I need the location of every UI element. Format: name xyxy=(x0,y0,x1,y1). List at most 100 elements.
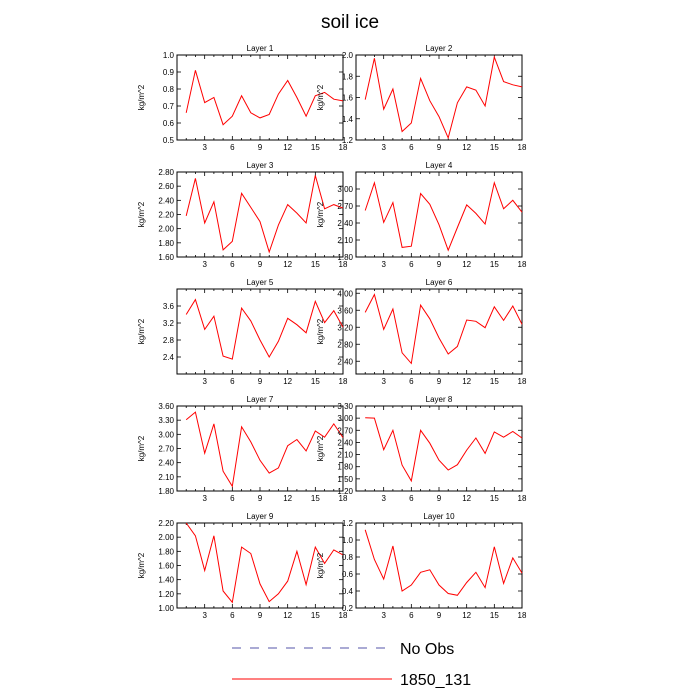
y-tick-label: 1.60 xyxy=(158,253,174,262)
x-tick-label: 6 xyxy=(409,377,414,386)
y-tick-label: 2.00 xyxy=(158,225,174,234)
y-tick-label: 2.0 xyxy=(342,51,354,60)
y-tick-label: 1.40 xyxy=(158,576,174,585)
x-tick-label: 12 xyxy=(283,377,292,386)
y-tick-label: 0.5 xyxy=(163,136,175,145)
y-tick-label: 3.6 xyxy=(163,302,175,311)
y-tick-label: 2.40 xyxy=(337,219,353,228)
plot-frame xyxy=(355,171,523,258)
x-tick-label: 9 xyxy=(258,611,263,620)
plot-frame xyxy=(355,522,523,609)
series-line-1850_131 xyxy=(365,417,523,483)
y-tick-label: 2.60 xyxy=(158,182,174,191)
x-tick-label: 12 xyxy=(283,611,292,620)
x-tick-label: 18 xyxy=(518,611,527,620)
y-tick-label: 0.2 xyxy=(342,604,354,613)
y-tick-label: 2.40 xyxy=(337,357,353,366)
panel-title: Layer 2 xyxy=(426,44,453,53)
x-tick-label: 15 xyxy=(490,494,499,503)
panel-layer-2: Layer 23 6 9 12 15 181.21.41.61.82.0kg/m^2 xyxy=(316,44,527,152)
panel-title: Layer 7 xyxy=(247,395,274,404)
series-line-1850_131 xyxy=(364,180,523,252)
x-tick-label: 12 xyxy=(462,611,471,620)
x-tick-label: 15 xyxy=(311,494,320,503)
y-tick-label: 2.8 xyxy=(163,336,175,345)
legend: No Obs 1850_131 xyxy=(232,641,471,689)
x-tick-label: 15 xyxy=(311,377,320,386)
panel-layer-10: Layer 103 6 9 12 15 180.20.40.60.81.01.2kg/m^… xyxy=(316,512,527,620)
panel-layer-9: Layer 9 3 6 9 12 15 18 1.00 1.20 1.40 1.60 1.80 2.00… xyxy=(137,512,348,620)
x-tick-label: 3 xyxy=(202,260,207,269)
x-tick-label: 3 xyxy=(202,143,207,152)
panel-title: Layer 8 xyxy=(426,395,453,404)
x-tick-label: 3 xyxy=(202,377,207,386)
x-tick-label: 18 xyxy=(339,260,348,269)
y-tick-label: 2.70 xyxy=(158,445,174,454)
y-tick-label: 3.20 xyxy=(337,323,353,332)
y-tick-label: 2.10 xyxy=(158,473,174,482)
y-axis-label: kg/m^2 xyxy=(316,318,325,344)
x-tick-label: 6 xyxy=(409,494,414,503)
y-tick-label: 1.60 xyxy=(158,562,174,571)
x-tick-label: 15 xyxy=(311,611,320,620)
x-tick-label: 6 xyxy=(409,260,414,269)
y-tick-label: 2.4 xyxy=(163,353,175,362)
panel-title: Layer 6 xyxy=(426,278,453,287)
y-tick-label: 0.6 xyxy=(163,119,175,128)
x-tick-label: 15 xyxy=(311,143,320,152)
y-tick-label: 1.2 xyxy=(342,136,354,145)
y-tick-label: 1.50 xyxy=(337,475,353,484)
y-tick-label: 1.4 xyxy=(342,115,354,124)
x-tick-label: 6 xyxy=(409,143,414,152)
plot-frame xyxy=(355,405,523,492)
legend-label-2: 1850_131 xyxy=(400,672,471,689)
y-tick-label: 1.2 xyxy=(342,519,354,528)
panel-layer-5: Layer 5 3 6 9 12 15 18 2.4 2.8 3.2 3.6 kg/m^2 xyxy=(137,278,348,386)
x-tick-label: 3 xyxy=(381,494,386,503)
x-tick-label: 6 xyxy=(230,143,235,152)
y-tick-label: 1.0 xyxy=(163,51,175,60)
y-tick-label: 2.40 xyxy=(158,459,174,468)
y-tick-label: 1.80 xyxy=(158,487,174,496)
y-tick-label: 2.70 xyxy=(337,426,353,435)
series-line-1850_131 xyxy=(185,411,344,488)
y-tick-label: 1.20 xyxy=(158,590,174,599)
x-tick-label: 9 xyxy=(437,143,442,152)
figure-title: soil ice xyxy=(321,12,379,33)
panel-title: Layer 9 xyxy=(247,512,274,521)
x-tick-label: 9 xyxy=(258,377,263,386)
y-axis-label: kg/m^2 xyxy=(137,435,146,461)
y-tick-label: 2.20 xyxy=(158,519,174,528)
x-tick-label: 18 xyxy=(518,260,527,269)
series-line-1850_131 xyxy=(185,70,344,126)
x-tick-label: 9 xyxy=(437,611,442,620)
x-tick-label: 9 xyxy=(437,377,442,386)
y-tick-label: 3.00 xyxy=(158,430,174,439)
panel-title: Layer 3 xyxy=(247,161,274,170)
plot-frame xyxy=(355,54,523,141)
plot-frame xyxy=(355,288,523,375)
y-tick-label: 2.00 xyxy=(158,533,174,542)
y-tick-label: 2.80 xyxy=(337,340,353,349)
x-tick-label: 9 xyxy=(437,494,442,503)
x-tick-label: 18 xyxy=(339,611,348,620)
x-tick-label: 15 xyxy=(490,260,499,269)
y-tick-label: 0.8 xyxy=(342,553,354,562)
panel-layer-4: Layer 43 6 9 12 15 181.802.102.402.703.00kg/m… xyxy=(316,161,527,269)
panel-layer-7: Layer 7 3 6 9 12 15 18 1.80 2.10 2.40 2.70 3.00 3.30… xyxy=(137,395,348,503)
x-tick-label: 6 xyxy=(409,611,414,620)
y-tick-label: 0.4 xyxy=(342,587,354,596)
x-tick-label: 18 xyxy=(518,377,527,386)
y-tick-label: 0.9 xyxy=(163,68,175,77)
x-tick-label: 3 xyxy=(381,611,386,620)
x-tick-label: 3 xyxy=(202,611,207,620)
series-line-1850_131 xyxy=(364,293,523,365)
y-tick-label: 1.6 xyxy=(342,94,354,103)
x-tick-label: 18 xyxy=(339,377,348,386)
x-tick-label: 6 xyxy=(230,494,235,503)
series-line-1850_131 xyxy=(185,298,344,360)
x-tick-label: 6 xyxy=(230,260,235,269)
y-tick-label: 1.00 xyxy=(158,604,174,613)
x-tick-label: 6 xyxy=(230,611,235,620)
x-tick-label: 18 xyxy=(518,494,527,503)
